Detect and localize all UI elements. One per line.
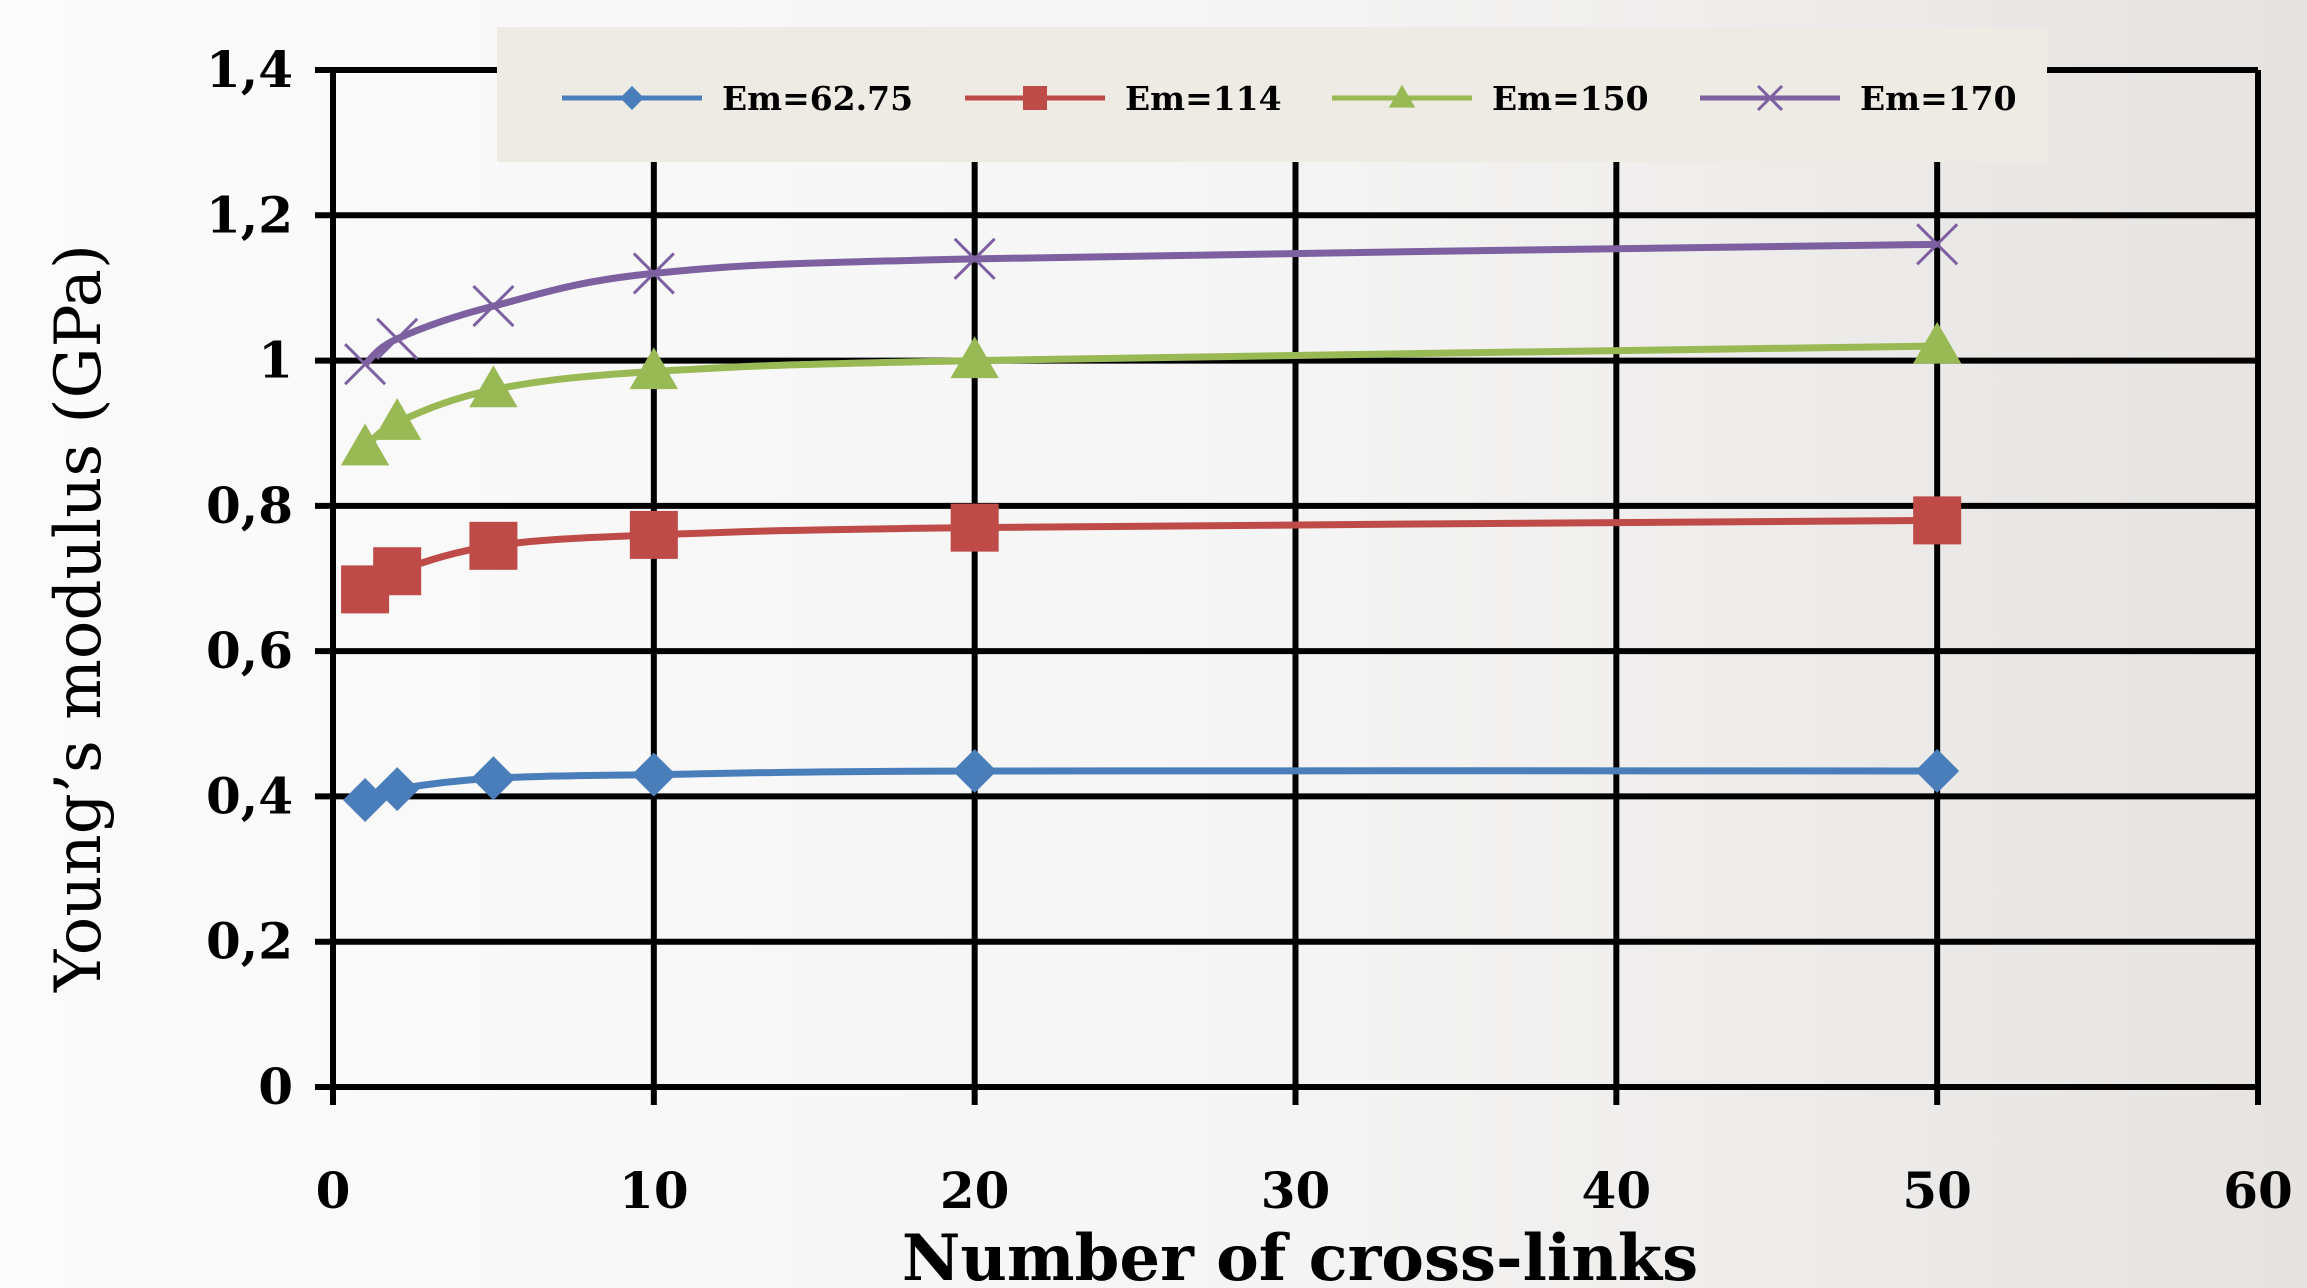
legend-label: Em=62.75 bbox=[722, 79, 913, 118]
legend-marker bbox=[1023, 86, 1047, 110]
series-line bbox=[362, 342, 1938, 451]
y-axis-title: Young’s modulus (GPa) bbox=[42, 244, 116, 993]
data-point bbox=[469, 365, 518, 408]
series-line bbox=[363, 516, 1938, 593]
x-tick-label: 20 bbox=[940, 1161, 1010, 1220]
legend-label: Em=150 bbox=[1492, 79, 1649, 118]
data-point bbox=[952, 749, 997, 794]
series-4 bbox=[344, 223, 1959, 386]
y-tick-label: 1 bbox=[258, 331, 293, 390]
data-point bbox=[375, 767, 420, 812]
data-point bbox=[631, 752, 676, 797]
data-point bbox=[1913, 496, 1962, 545]
data-point bbox=[950, 336, 999, 379]
data-point bbox=[1912, 321, 1962, 364]
legend: Em=62.75 Em=114 Em=150 Em=170 bbox=[497, 27, 2047, 162]
y-tick-label: 0,8 bbox=[206, 476, 293, 535]
x-tick-label: 10 bbox=[619, 1161, 689, 1220]
x-tick-label: 40 bbox=[1582, 1161, 1652, 1220]
legend-label: Em=170 bbox=[1860, 79, 2017, 118]
data-point bbox=[372, 398, 422, 440]
grid bbox=[315, 67, 2261, 1105]
legend-entry: Em=170 bbox=[1700, 79, 2017, 118]
y-tick-label: 1,2 bbox=[206, 185, 293, 244]
y-tick-label: 0,2 bbox=[206, 912, 293, 971]
y-tick-label: 0 bbox=[258, 1057, 293, 1116]
x-tick-label: 60 bbox=[2223, 1161, 2293, 1220]
x-tick-label: 0 bbox=[316, 1161, 351, 1220]
series-line bbox=[363, 767, 1938, 804]
y-tick-label: 1,4 bbox=[206, 40, 293, 99]
data-point bbox=[1916, 223, 1959, 266]
legend-box bbox=[497, 27, 2047, 162]
x-tick-label: 30 bbox=[1261, 1161, 1331, 1220]
data-point bbox=[632, 252, 675, 295]
legend-entry: Em=150 bbox=[1332, 79, 1649, 118]
data-point bbox=[344, 343, 387, 386]
legend-label: Em=114 bbox=[1125, 79, 1282, 118]
data-point bbox=[471, 756, 516, 801]
data-point bbox=[629, 510, 678, 559]
data-point bbox=[469, 521, 518, 570]
data-point bbox=[950, 503, 999, 552]
data-point bbox=[340, 423, 390, 466]
x-tick-label: 50 bbox=[1902, 1161, 1972, 1220]
axes: 0 0,2 0,4 0,6 0,8 1 1,2 1,4 0 10 20 30 40 50 60 bbox=[206, 40, 2293, 1220]
series-3 bbox=[340, 321, 1962, 466]
x-axis-title: Number of cross-links bbox=[902, 1221, 1698, 1288]
data-point bbox=[376, 317, 419, 360]
series-layer bbox=[340, 223, 1962, 823]
legend-entry: Em=114 bbox=[965, 79, 1282, 118]
data-point bbox=[1915, 749, 1960, 794]
y-tick-label: 0,6 bbox=[206, 621, 293, 680]
series-1 bbox=[343, 749, 1960, 823]
legend-entry: Em=62.75 bbox=[562, 79, 913, 118]
legend-marker bbox=[1756, 84, 1784, 112]
data-point bbox=[629, 347, 679, 390]
y-tick-label: 0,4 bbox=[206, 766, 293, 825]
data-point bbox=[472, 285, 515, 328]
data-point bbox=[373, 547, 422, 596]
series-2 bbox=[341, 496, 1962, 614]
data-point bbox=[953, 237, 996, 280]
series-line bbox=[362, 240, 1938, 367]
legend-marker bbox=[620, 86, 644, 110]
legend-marker bbox=[1388, 84, 1416, 108]
